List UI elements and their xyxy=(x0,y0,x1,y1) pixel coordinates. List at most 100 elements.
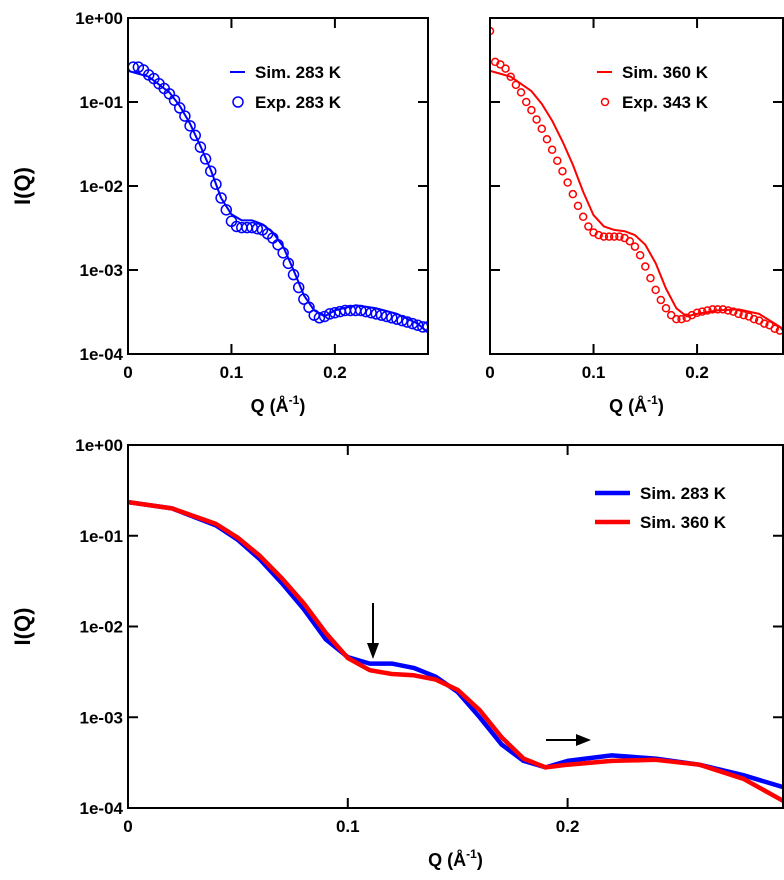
x-tick-label: 0 xyxy=(123,817,132,836)
x-label-sup: -1 xyxy=(466,847,477,861)
exp-point xyxy=(723,306,733,315)
exp-point xyxy=(292,281,305,294)
y-tick-label: 1e-02 xyxy=(80,177,123,196)
exp-point xyxy=(713,305,723,314)
y-axis-label: I(Q) xyxy=(10,608,35,646)
exp-point xyxy=(391,313,403,325)
y-tick-label: 1e+00 xyxy=(75,436,123,455)
exp-point xyxy=(734,309,743,319)
exp-point xyxy=(542,135,552,144)
x-label-sup: -1 xyxy=(647,393,658,407)
exp-point xyxy=(584,222,593,231)
exp-point xyxy=(656,295,666,305)
exp-point xyxy=(651,285,660,295)
y-tick-label: 1e-03 xyxy=(80,708,123,727)
sim-line xyxy=(128,499,783,790)
exp-point xyxy=(323,308,336,320)
exp-point xyxy=(179,110,191,122)
exp-point xyxy=(189,129,201,142)
exp-point xyxy=(594,230,603,240)
exp-point xyxy=(370,308,383,320)
exp-point xyxy=(329,306,341,319)
legend-marker xyxy=(600,97,610,107)
legend-label: Sim. 283 K xyxy=(255,63,342,82)
exp-point xyxy=(355,304,367,317)
exp-point xyxy=(490,26,495,36)
x-axis-label: Q (Å-1) xyxy=(251,393,306,416)
exp-point xyxy=(641,262,650,271)
panel: Sim. 283 K Exp. 283 K 0 0.1 0.2 1e-04 1e-03 1e-… xyxy=(10,9,429,416)
legend-label: Sim. 360 K xyxy=(640,513,727,532)
exp-point xyxy=(251,222,264,235)
y-tick-label: 1e-02 xyxy=(80,618,123,637)
exp-point xyxy=(599,232,609,241)
exp-point xyxy=(697,307,707,316)
x-label-main: Q (Å xyxy=(251,396,289,416)
y-tick-label: 1e-01 xyxy=(80,93,123,112)
exp-point xyxy=(360,305,372,318)
exp-point xyxy=(770,324,779,333)
exp-point xyxy=(615,232,624,241)
exp-point xyxy=(553,156,562,165)
exp-point xyxy=(609,232,619,241)
exp-point xyxy=(578,212,588,222)
x-axis-label: Q (Å-1) xyxy=(428,847,483,870)
x-tick-label: 0.2 xyxy=(685,363,709,382)
exp-point xyxy=(199,153,212,165)
plot-area xyxy=(490,26,783,335)
exp-point xyxy=(729,307,738,316)
exp-point xyxy=(521,97,531,107)
exp-point xyxy=(635,250,645,260)
exp-point xyxy=(692,308,702,317)
x-tick-label: 0.1 xyxy=(220,363,244,382)
exp-point xyxy=(563,178,572,187)
exp-point xyxy=(277,247,289,259)
legend-label: Exp. 283 K xyxy=(255,93,342,112)
exp-point xyxy=(365,306,377,319)
exp-point xyxy=(532,115,541,124)
exp-point xyxy=(184,120,196,132)
x-tick-label: 0.2 xyxy=(323,363,347,382)
exp-point xyxy=(220,204,233,216)
exp-point xyxy=(380,310,393,323)
exp-point xyxy=(313,312,326,324)
y-tick-label: 1e+00 xyxy=(75,9,123,28)
legend-label: Sim. 283 K xyxy=(640,484,727,503)
exp-point xyxy=(215,192,227,204)
exp-point xyxy=(558,166,567,176)
exp-point xyxy=(547,145,557,155)
exp-point xyxy=(401,316,414,328)
arrow-head xyxy=(367,643,379,659)
exp-point xyxy=(173,102,186,114)
y-tick-label: 1e-01 xyxy=(80,527,123,546)
exp-point xyxy=(703,306,712,315)
x-tick-label: 0.2 xyxy=(556,817,580,836)
panel: Sim. 283 K Sim. 360 K 0 0.1 0.2 1e-04 1e-03 1e-… xyxy=(10,436,784,870)
exp-point xyxy=(303,301,315,314)
exp-point xyxy=(406,317,419,330)
exp-point xyxy=(287,268,300,281)
x-axis-label: Q (Å-1) xyxy=(609,393,664,416)
legend-marker xyxy=(232,96,244,108)
exp-point xyxy=(506,72,515,81)
sim-line xyxy=(128,499,783,803)
y-tick-label: 1e-04 xyxy=(80,345,124,364)
plot-area xyxy=(128,61,428,334)
x-label-main: Q (Å xyxy=(609,396,647,416)
exp-point xyxy=(210,178,222,190)
exp-point xyxy=(625,236,635,246)
exp-point xyxy=(516,88,526,97)
exp-point xyxy=(246,221,258,234)
x-label-tail: ) xyxy=(658,396,664,416)
exp-point xyxy=(630,242,640,251)
plot-area xyxy=(128,499,783,803)
x-label-main: Q (Å xyxy=(428,850,466,870)
exp-point xyxy=(739,310,748,320)
exp-point xyxy=(573,201,583,211)
y-tick-label: 1e-04 xyxy=(80,799,124,818)
exp-point xyxy=(708,305,717,314)
exp-point xyxy=(604,232,614,241)
exp-point xyxy=(775,326,783,335)
x-tick-label: 0 xyxy=(123,363,132,382)
exp-point xyxy=(501,64,510,73)
